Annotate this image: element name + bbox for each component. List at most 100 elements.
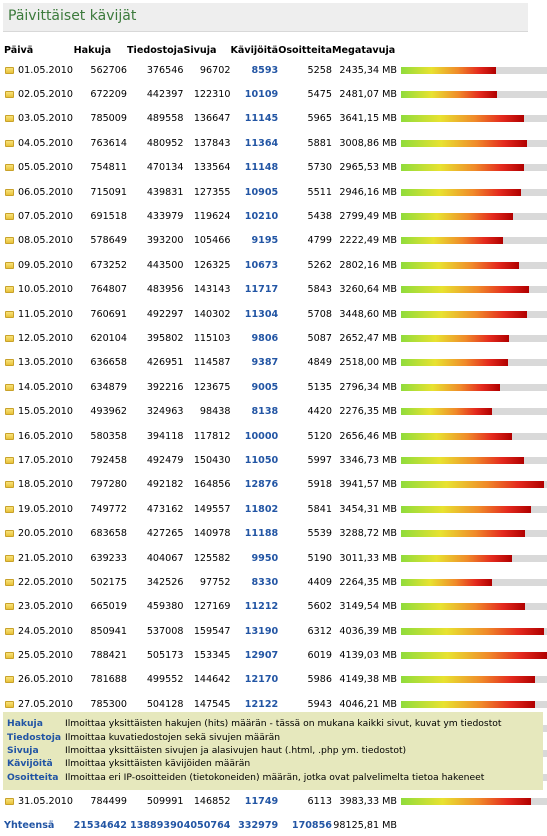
bandwidth-bar-fill [400,237,504,245]
table-row: 12.05.2010 620104 395802 115103 9806 5087 2652… [4,326,547,350]
row-hits: 580358 [90,430,127,442]
row-visitors-link[interactable]: 10905 [244,186,279,198]
row-pages: 126325 [193,259,231,271]
row-hits: 665019 [90,601,127,613]
row-visitors-link[interactable]: 8593 [251,64,279,76]
bandwidth-bar-fill [400,408,492,416]
row-visitors-link[interactable]: 9195 [251,235,279,247]
row-hits: 562706 [90,64,127,76]
title-bar: Päivittäiset kävijät [3,3,528,32]
row-visitors-link[interactable]: 11364 [244,137,279,149]
row-visitors-link[interactable]: 12876 [244,479,279,491]
row-visitors-link[interactable]: 10673 [244,259,279,271]
row-hits: 781688 [90,674,127,686]
totals-hits: 21534642 [73,819,127,831]
row-visitors-link[interactable]: 9005 [251,381,279,393]
bandwidth-bar-fill [400,432,512,440]
header-date: Päivä [4,44,34,56]
row-visitors-link[interactable]: 11212 [244,601,279,613]
bandwidth-bar-track [400,652,547,660]
folder-icon [5,676,14,684]
row-pages: 127355 [193,186,231,198]
folder-icon [5,139,14,147]
row-ips: 5708 [307,308,332,320]
bandwidth-bar-fill [400,505,531,513]
row-visitors-link[interactable]: 13190 [244,625,279,637]
legend-item: Osoitteita Ilmoittaa eri IP-osoitteiden (… [7,771,502,784]
folder-icon [5,237,14,245]
row-visitors-link[interactable]: 9806 [251,332,279,344]
bandwidth-bar-track [400,164,547,172]
row-mb: 2222,49 MB [339,235,397,247]
bandwidth-bar-fill [400,359,508,367]
row-hits: 673252 [90,259,127,271]
row-visitors-link[interactable]: 11188 [244,528,279,540]
table-row: 13.05.2010 636658 426951 114587 9387 4849 2518… [4,351,547,375]
row-ips: 5602 [307,601,332,613]
row-visitors-link[interactable]: 12907 [244,650,279,662]
legend-description: Ilmoittaa yksittäisten hakujen (hits) mä… [65,718,502,730]
row-ips: 5986 [307,674,332,686]
row-ips: 5881 [307,137,332,149]
row-mb: 2799,49 MB [339,211,397,223]
row-pages: 140978 [193,528,231,540]
row-visitors-link[interactable]: 9387 [251,357,279,369]
row-pages: 140302 [193,308,231,320]
row-ips: 4409 [307,576,332,588]
row-visitors-link[interactable]: 11717 [244,284,279,296]
row-visitors-link[interactable]: 8138 [251,406,279,418]
row-pages: 105466 [193,235,231,247]
row-visitors-link[interactable]: 11749 [244,796,279,808]
row-date: 11.05.2010 [18,308,73,320]
table-row: 01.05.2010 562706 376546 96702 8593 5258 2435,… [4,58,547,82]
row-hits: 634879 [90,381,127,393]
row-visitors-link[interactable]: 10109 [244,89,279,101]
row-visitors-link[interactable]: 11050 [244,454,279,466]
folder-icon [5,115,14,123]
header-pages: Sivuja [183,44,217,56]
bandwidth-bar-fill [400,481,545,489]
row-visitors-link[interactable]: 11145 [244,113,279,125]
row-ips: 5511 [307,186,332,198]
row-files: 426951 [146,357,184,369]
row-hits: 763614 [90,137,127,149]
row-ips: 4799 [307,235,332,247]
row-visitors-link[interactable]: 10000 [244,430,279,442]
row-visitors-link[interactable]: 8330 [251,576,279,588]
row-visitors-link[interactable]: 12170 [244,674,279,686]
row-pages: 136647 [193,113,231,125]
row-visitors-link[interactable]: 10210 [244,211,279,223]
row-hits: 792458 [90,454,127,466]
row-pages: 146852 [193,796,231,808]
row-date: 02.05.2010 [18,89,73,101]
folder-icon [5,456,14,464]
row-visitors-link[interactable]: 11802 [244,503,279,515]
row-ips: 5475 [307,89,332,101]
row-visitors-link[interactable]: 11148 [244,162,279,174]
row-mb: 2264,35 MB [339,576,397,588]
row-date: 15.05.2010 [18,406,73,418]
row-files: 470134 [146,162,184,174]
row-pages: 143143 [193,284,231,296]
row-visitors-link[interactable]: 11304 [244,308,279,320]
row-pages: 114587 [193,357,231,369]
row-hits: 788421 [90,650,127,662]
bandwidth-bar-track [400,115,547,123]
folder-icon [5,188,14,196]
bandwidth-bar-fill [400,115,524,123]
row-date: 20.05.2010 [18,528,73,540]
legend-item: Hakuja Ilmoittaa yksittäisten hakujen (hi… [7,717,502,730]
row-date: 21.05.2010 [18,552,73,564]
row-pages: 150430 [193,454,231,466]
row-visitors-link[interactable]: 9950 [251,552,279,564]
bandwidth-bar-track [400,456,547,464]
row-ips: 5190 [307,552,332,564]
row-date: 10.05.2010 [18,284,73,296]
bandwidth-bar-fill [400,261,520,269]
row-visitors-link[interactable]: 12122 [244,698,279,710]
row-hits: 578649 [90,235,127,247]
bandwidth-bar-fill [400,554,512,562]
row-files: 505173 [146,650,184,662]
bandwidth-bar-track [400,91,547,99]
bandwidth-bar-fill [400,798,531,806]
